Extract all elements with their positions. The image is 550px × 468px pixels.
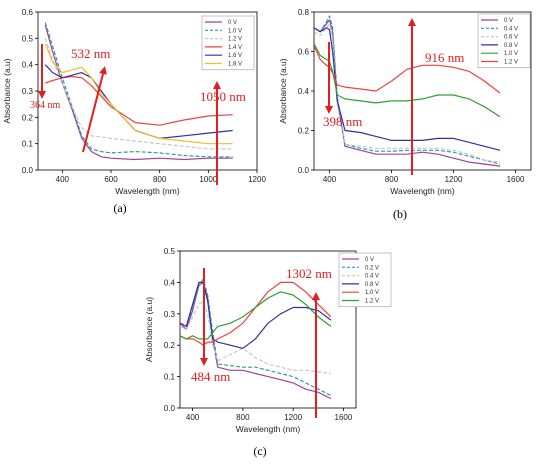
panel-0-y-tick-label: 0.2 <box>22 113 34 122</box>
panel-0-y-tick-label: 0.3 <box>22 87 34 96</box>
panel-2-legend-label: 0 V <box>365 257 374 263</box>
panel-2-y-tick-label: 0.0 <box>164 404 176 413</box>
panel-1-y-tick-label: 0.4 <box>298 87 310 96</box>
panel-1-y-tick-label: 0.8 <box>298 8 310 17</box>
panel-2-x-tick-label: 1600 <box>335 413 353 422</box>
panel-2-legend-label: 1.2 V <box>365 299 379 305</box>
panel-0-y-tick-label: 0.1 <box>22 140 34 149</box>
panel-1-series-line-0 <box>314 19 501 167</box>
panel-0-annotation-label: 532 nm <box>71 46 110 61</box>
panel-2-series-line-0 <box>180 281 332 400</box>
panel-1-y-tick-label: 0.0 <box>298 166 310 175</box>
panel-2-series-line-2 <box>180 300 331 375</box>
panel-1-annotation-label: 916 nm <box>425 50 464 65</box>
panel-0-x-tick-label: 800 <box>153 175 167 184</box>
panel-0-x-tick-label: 400 <box>56 175 70 184</box>
panel-0-annotation-arrow <box>82 66 107 153</box>
panel-0-x-tick-label: 600 <box>104 175 118 184</box>
panel-1-legend-label: 1.2 V <box>504 60 518 66</box>
panel-1-x-tick-label: 1600 <box>507 175 525 184</box>
panel-1-y-axis-title: Absorbance (a.u) <box>278 58 288 123</box>
panel-2-legend-box <box>338 252 392 308</box>
panel-0-y-axis-title: Absorbance (a.u) <box>2 58 12 123</box>
panel-0-legend-label: 1.6 V <box>228 53 242 59</box>
panel-0-y-tick-label: 0.4 <box>22 61 34 70</box>
panel-0-annotation-label: 364 nm <box>30 100 61 111</box>
panel-0-legend-label: 1.4 V <box>228 45 242 51</box>
panel-2-x-axis-title: Wavelength (nm) <box>236 424 301 434</box>
panel-1-x-tick-label: 800 <box>385 175 399 184</box>
panel-2-annotation-label: 484 nm <box>191 369 230 384</box>
panel-2-plot-frame <box>179 250 357 409</box>
panel-0-legend-label: 1.0 V <box>228 28 242 34</box>
panel-0-annotation-label: 1050 nm <box>200 89 246 104</box>
panel-2-legend-label: 1.0 V <box>365 290 379 296</box>
panel-0-series-line-5 <box>44 43 233 145</box>
panel-1-y-tick-label: 0.6 <box>298 48 310 57</box>
panel-1-series-line-1 <box>314 15 501 165</box>
panel-2-x-tick-label: 1200 <box>284 413 302 422</box>
panel-0-legend-label: 1.2 V <box>228 37 242 43</box>
panel-1-legend-label: 1.0 V <box>504 51 518 57</box>
panel-0-x-tick-label: 1200 <box>248 175 266 184</box>
panel-2-annotation-label: 1302 nm <box>286 266 332 281</box>
panel-1-x-axis-title: Wavelength (nm) <box>390 186 455 196</box>
panel-2-legend-label: 0.8 V <box>365 282 379 288</box>
panel-1-series-line-4 <box>314 43 501 118</box>
panel-0-legend-box <box>201 15 255 71</box>
panel-1-legend-label: 0.6 V <box>504 35 518 41</box>
panel-2-y-tick-label: 0.5 <box>164 247 176 256</box>
panel-1-legend-label: 0.8 V <box>504 43 518 49</box>
panel-1-legend-label: 0.4 V <box>504 26 518 32</box>
panel-0-y-tick-label: 0.5 <box>22 34 34 43</box>
panel-1-legend-box <box>477 13 531 69</box>
panel-0-x-tick-label: 1000 <box>199 175 217 184</box>
panel-0-series-line-4 <box>44 64 233 139</box>
panel-2-y-tick-label: 0.4 <box>164 278 176 287</box>
panel-2-y-tick-label: 0.3 <box>164 310 176 319</box>
panel-1-x-tick-label: 400 <box>323 175 337 184</box>
panel-2-panel-label: (c) <box>253 444 266 458</box>
panel-1-y-tick-label: 0.2 <box>298 127 310 136</box>
panel-2-series-line-4 <box>180 281 332 346</box>
panel-2-series-line-3 <box>180 281 332 349</box>
panel-1-series-line-5 <box>314 45 501 94</box>
panel-2-x-tick-label: 400 <box>186 413 200 422</box>
panel-0-panel-label: (a) <box>113 201 126 215</box>
panel-0-series-line-0 <box>44 25 233 161</box>
panel-0-y-tick-label: 0.6 <box>22 8 34 17</box>
panel-1-legend-label: 0 V <box>504 18 513 24</box>
panel-1-x-tick-label: 1200 <box>445 175 463 184</box>
panel-1-series-line-3 <box>314 27 501 151</box>
panel-2-y-axis-title: Absorbance (a.u) <box>144 297 154 362</box>
panel-0-x-axis-title: Wavelength (nm) <box>115 186 180 196</box>
panel-0-legend-label: 0 V <box>228 20 237 26</box>
panel-2-legend-label: 0.2 V <box>365 265 379 271</box>
panel-2-y-tick-label: 0.1 <box>164 373 176 382</box>
panel-2-series-line-5 <box>180 291 332 340</box>
panel-1-panel-label: (b) <box>393 207 407 221</box>
panel-2-series-line-1 <box>180 278 332 396</box>
panel-2-x-tick-label: 800 <box>236 413 250 422</box>
panel-2-legend-label: 0.4 V <box>365 274 379 280</box>
panel-1-series-line-2 <box>314 23 501 163</box>
panel-1-annotation-label: 398 nm <box>323 114 362 129</box>
panel-0-legend-label: 1.8 V <box>228 62 242 68</box>
panel-2-y-tick-label: 0.2 <box>164 341 176 350</box>
panel-0-y-tick-label: 0.0 <box>22 166 34 175</box>
